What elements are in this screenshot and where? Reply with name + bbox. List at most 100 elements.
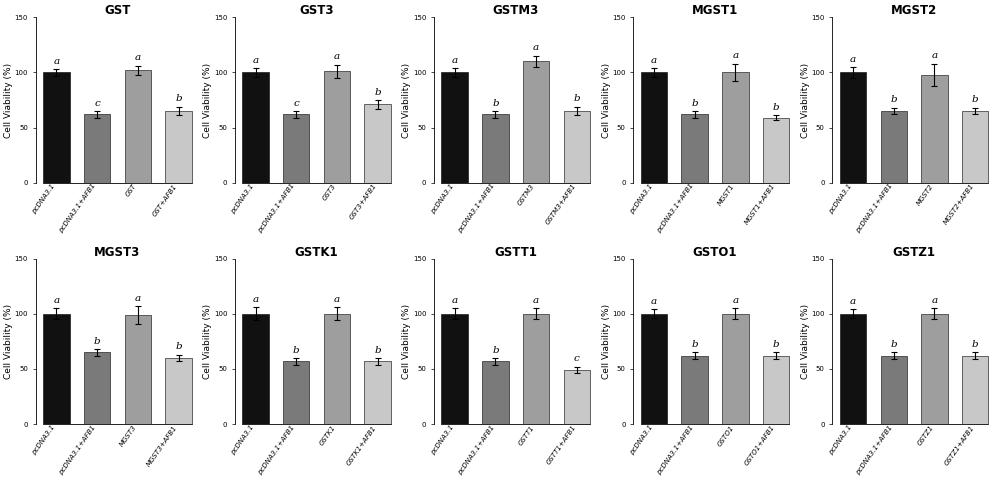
Bar: [441, 72, 468, 183]
Text: b: b: [175, 342, 182, 351]
Bar: [43, 314, 70, 424]
Bar: [441, 314, 468, 424]
Bar: [324, 314, 350, 424]
Text: b: b: [890, 340, 897, 349]
Title: GSTO1: GSTO1: [693, 246, 737, 259]
Bar: [165, 358, 192, 424]
Text: a: a: [53, 296, 59, 305]
Text: a: a: [135, 53, 141, 62]
Text: a: a: [452, 296, 458, 305]
Bar: [962, 111, 988, 183]
Text: b: b: [972, 96, 978, 104]
Bar: [681, 356, 708, 424]
Text: a: a: [732, 51, 738, 60]
Text: a: a: [334, 52, 340, 61]
Text: a: a: [651, 56, 657, 65]
Y-axis label: Cell Viability (%): Cell Viability (%): [4, 62, 13, 138]
Title: GSTK1: GSTK1: [295, 246, 338, 259]
Bar: [763, 118, 789, 183]
Text: b: b: [691, 340, 698, 349]
Y-axis label: Cell Viability (%): Cell Viability (%): [203, 62, 212, 138]
Text: a: a: [334, 295, 340, 304]
Text: b: b: [293, 346, 300, 355]
Y-axis label: Cell Viability (%): Cell Viability (%): [602, 304, 611, 379]
Bar: [641, 72, 667, 183]
Bar: [125, 315, 151, 424]
Text: c: c: [574, 354, 580, 363]
Bar: [125, 70, 151, 183]
Text: b: b: [374, 346, 381, 355]
Bar: [921, 314, 948, 424]
Bar: [84, 352, 110, 424]
Bar: [165, 111, 192, 183]
Bar: [681, 114, 708, 183]
Bar: [84, 114, 110, 183]
Bar: [283, 361, 309, 424]
Bar: [564, 111, 590, 183]
Bar: [763, 356, 789, 424]
Bar: [242, 314, 269, 424]
Bar: [881, 111, 907, 183]
Text: b: b: [691, 99, 698, 108]
Bar: [283, 114, 309, 183]
Text: b: b: [374, 88, 381, 96]
Text: a: a: [931, 51, 938, 60]
Text: a: a: [252, 56, 259, 65]
Bar: [641, 314, 667, 424]
Title: MGST2: MGST2: [891, 4, 937, 17]
Bar: [43, 72, 70, 183]
Title: GST: GST: [104, 4, 131, 17]
Text: b: b: [574, 94, 580, 103]
Bar: [364, 361, 391, 424]
Text: a: a: [931, 296, 938, 305]
Text: b: b: [175, 94, 182, 103]
Bar: [242, 72, 269, 183]
Bar: [722, 72, 749, 183]
Text: a: a: [533, 296, 539, 305]
Bar: [962, 356, 988, 424]
Text: a: a: [732, 296, 738, 305]
Bar: [722, 314, 749, 424]
Text: b: b: [94, 337, 100, 346]
Title: GSTT1: GSTT1: [494, 246, 537, 259]
Text: b: b: [492, 346, 499, 355]
Text: a: a: [850, 297, 856, 306]
Y-axis label: Cell Viability (%): Cell Viability (%): [402, 304, 411, 379]
Text: c: c: [94, 99, 100, 108]
Title: GSTZ1: GSTZ1: [893, 246, 936, 259]
Text: a: a: [452, 56, 458, 65]
Text: b: b: [773, 103, 779, 112]
Title: GSTM3: GSTM3: [493, 4, 539, 17]
Text: a: a: [252, 295, 259, 304]
Text: a: a: [651, 297, 657, 306]
Bar: [840, 72, 866, 183]
Title: GST3: GST3: [299, 4, 334, 17]
Bar: [482, 361, 509, 424]
Y-axis label: Cell Viability (%): Cell Viability (%): [4, 304, 13, 379]
Text: a: a: [533, 44, 539, 52]
Bar: [523, 314, 549, 424]
Title: MGST1: MGST1: [692, 4, 738, 17]
Bar: [324, 71, 350, 183]
Y-axis label: Cell Viability (%): Cell Viability (%): [801, 304, 810, 379]
Bar: [881, 356, 907, 424]
Text: c: c: [293, 99, 299, 108]
Bar: [840, 314, 866, 424]
Text: b: b: [492, 99, 499, 108]
Title: MGST3: MGST3: [94, 246, 141, 259]
Bar: [564, 370, 590, 424]
Y-axis label: Cell Viability (%): Cell Viability (%): [801, 62, 810, 138]
Text: a: a: [53, 57, 59, 66]
Text: b: b: [890, 96, 897, 104]
Y-axis label: Cell Viability (%): Cell Viability (%): [402, 62, 411, 138]
Text: a: a: [135, 294, 141, 303]
Y-axis label: Cell Viability (%): Cell Viability (%): [203, 304, 212, 379]
Text: b: b: [773, 340, 779, 349]
Bar: [364, 104, 391, 183]
Bar: [482, 114, 509, 183]
Bar: [921, 74, 948, 183]
Text: b: b: [972, 340, 978, 349]
Bar: [523, 61, 549, 183]
Text: a: a: [850, 55, 856, 63]
Y-axis label: Cell Viability (%): Cell Viability (%): [602, 62, 611, 138]
